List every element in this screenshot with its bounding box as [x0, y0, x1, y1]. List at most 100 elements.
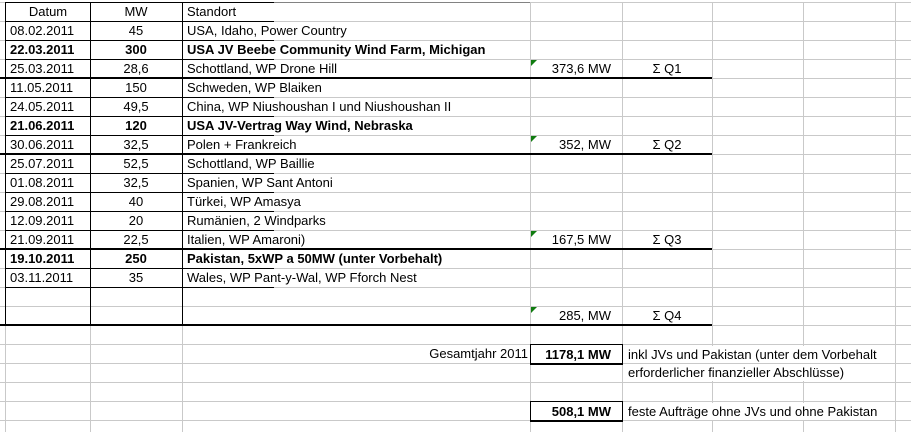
gridline: [0, 173, 911, 174]
gridline: [0, 268, 911, 269]
cell-standort[interactable]: Schottland, WP Baillie: [187, 155, 318, 172]
cell-datum[interactable]: 03.11.2011: [10, 270, 74, 285]
error-indicator-icon: [531, 231, 537, 237]
total-with-jv-box: [530, 344, 623, 365]
cell-datum[interactable]: 12.09.2011: [10, 213, 75, 228]
cell-standort[interactable]: Spanien, WP Sant Antoni: [187, 174, 336, 191]
error-indicator-icon: [531, 136, 537, 142]
gridline: [0, 153, 712, 155]
cell-quarter-sum-q4[interactable]: 285, MW: [558, 308, 611, 323]
gridline: [5, 97, 274, 98]
cell-mw[interactable]: 150: [125, 80, 147, 95]
cell-datum[interactable]: 21.09.2011: [10, 232, 75, 247]
cell-mw[interactable]: 250: [125, 251, 147, 266]
cell-mw[interactable]: 28,6: [123, 61, 149, 76]
column-header-standort[interactable]: Standort: [187, 4, 237, 19]
cell-mw[interactable]: 20: [128, 213, 144, 228]
gridline: [0, 230, 911, 231]
column-header-mw[interactable]: MW: [124, 4, 148, 19]
total-with-jv-note-line1[interactable]: inkl JVs und Pakistan (unter dem Vorbeha…: [628, 346, 880, 363]
cell-datum[interactable]: 25.03.2011: [10, 61, 75, 76]
total-firm-box: [530, 401, 623, 422]
cell-quarter-sum-q1[interactable]: 373,6 MW: [551, 61, 611, 76]
cell-datum[interactable]: 01.08.2011: [10, 175, 75, 190]
gridline: [5, 59, 274, 60]
cell-quarter-label-q4[interactable]: Σ Q4: [652, 308, 682, 323]
cell-datum[interactable]: 08.02.2011: [10, 23, 75, 38]
gridline: [5, 40, 274, 41]
error-indicator-icon: [531, 307, 537, 313]
cell-quarter-label-q2[interactable]: Σ Q2: [652, 137, 682, 152]
cell-datum[interactable]: 21.06.2011: [10, 118, 75, 133]
gridline: [0, 116, 911, 117]
cell-mw[interactable]: 32,5: [123, 175, 149, 190]
gridline: [5, 287, 274, 288]
gridline: [0, 77, 712, 79]
cell-mw[interactable]: 49,5: [123, 99, 149, 114]
cell-mw[interactable]: 300: [125, 42, 147, 57]
cell-datum[interactable]: 25.07.2011: [10, 156, 75, 171]
gridline: [895, 2, 896, 432]
gridline: [5, 192, 274, 193]
gridline: [0, 401, 911, 402]
cell-datum[interactable]: 24.05.2011: [10, 99, 75, 114]
cell-quarter-label-q3[interactable]: Σ Q3: [652, 232, 682, 247]
cell-standort[interactable]: Rumänien, 2 Windparks: [187, 212, 329, 229]
gridline: [5, 268, 274, 269]
cell-standort[interactable]: Wales, WP Pant-y-Wal, WP Fforch Nest: [187, 269, 420, 286]
gridline: [90, 2, 91, 325]
gridline: [5, 116, 274, 117]
cell-standort[interactable]: Schweden, WP Blaiken: [187, 79, 325, 96]
cell-standort[interactable]: USA JV Beebe Community Wind Farm, Michig…: [187, 41, 489, 58]
cell-datum[interactable]: 30.06.2011: [10, 137, 75, 152]
year-total-label[interactable]: Gesamtjahr 2011: [429, 346, 528, 361]
cell-quarter-sum-q2[interactable]: 352, MW: [558, 137, 611, 152]
cell-datum[interactable]: 11.05.2011: [10, 80, 74, 95]
cell-standort[interactable]: Italien, WP Amaroni): [187, 231, 309, 248]
cell-mw[interactable]: 45: [128, 23, 144, 38]
gridline: [5, 211, 274, 212]
cell-quarter-label-q1[interactable]: Σ Q1: [652, 61, 682, 76]
total-firm-value[interactable]: 508,1 MW: [551, 404, 611, 419]
gridline: [0, 59, 911, 60]
total-with-jv-note-line2[interactable]: erforderlicher finanzieller Abschlüsse): [628, 364, 848, 381]
cell-quarter-sum-q3[interactable]: 167,5 MW: [551, 232, 611, 247]
cell-standort[interactable]: Polen + Frankreich: [187, 136, 300, 153]
gridline: [0, 135, 911, 136]
gridline: [530, 2, 531, 432]
cell-mw[interactable]: 120: [125, 118, 147, 133]
gridline: [0, 420, 911, 421]
cell-standort[interactable]: China, WP Niushoushan I und Niushoushan …: [187, 98, 455, 115]
total-firm-note[interactable]: feste Aufträge ohne JVs und ohne Pakista…: [628, 403, 881, 420]
gridline: [0, 344, 911, 345]
gridline: [0, 21, 911, 22]
cell-mw[interactable]: 35: [128, 270, 144, 285]
gridline: [0, 192, 911, 193]
gridline: [5, 230, 274, 231]
cell-standort[interactable]: Türkei, WP Amasya: [187, 193, 304, 210]
gridline: [5, 2, 274, 3]
cell-mw[interactable]: 32,5: [123, 137, 149, 152]
gridline: [5, 173, 274, 174]
total-with-jv-value[interactable]: 1178,1 MW: [545, 347, 611, 362]
gridline: [182, 2, 183, 325]
cell-datum[interactable]: 19.10.2011: [10, 251, 75, 266]
column-header-datum[interactable]: Datum: [28, 4, 68, 19]
gridline: [0, 248, 712, 250]
gridline: [803, 2, 804, 432]
cell-standort[interactable]: Schottland, WP Drone Hill: [187, 60, 341, 77]
cell-datum[interactable]: 22.03.2011: [10, 42, 75, 57]
gridline: [0, 287, 911, 288]
cell-standort[interactable]: Pakistan, 5xWP a 50MW (unter Vorbehalt): [187, 250, 446, 267]
cell-standort[interactable]: USA, Idaho, Power Country: [187, 22, 350, 39]
gridline: [0, 324, 712, 326]
gridline: [712, 2, 713, 432]
cell-mw[interactable]: 52,5: [123, 156, 149, 171]
cell-datum[interactable]: 29.08.2011: [10, 194, 75, 209]
gridline: [0, 363, 911, 364]
cell-mw[interactable]: 22,5: [123, 232, 149, 247]
cell-mw[interactable]: 40: [128, 194, 144, 209]
gridline: [0, 306, 911, 307]
cell-standort[interactable]: USA JV-Vertrag Way Wind, Nebraska: [187, 117, 416, 134]
